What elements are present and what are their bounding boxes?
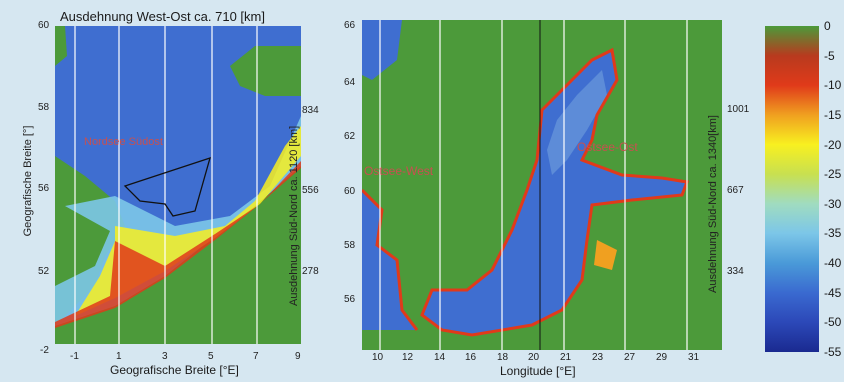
right-ytick: 56	[344, 294, 356, 305]
left-region-label: Nordsee Südost	[84, 136, 163, 148]
right-region-west: Ostsee-West	[364, 164, 434, 178]
colorbar-tick: -35	[824, 226, 842, 241]
right-xtick: 23	[592, 352, 604, 363]
left-map	[55, 26, 301, 344]
left-ytick: 52	[38, 266, 50, 277]
right-ytick: 58	[344, 240, 356, 251]
right-ytick: 62	[344, 131, 356, 142]
left-xtick: 5	[208, 351, 214, 362]
right-xtick: 16	[465, 352, 477, 363]
left-right-label: Ausdehnung Süd-Nord ca. 1120 [km]	[288, 125, 300, 306]
left-map-title: Ausdehnung West-Ost ca. 710 [km]	[60, 9, 265, 24]
colorbar-tick: -55	[824, 345, 842, 359]
right-xtick: 21	[560, 352, 572, 363]
colorbar-tick: -40	[824, 256, 842, 271]
right-xtick: 12	[402, 352, 414, 363]
colorbar-ticks: 0 -5 -10 -15 -20 -25 -30 -35 -40 -45 -50 -55	[824, 18, 844, 359]
right-xtick: 27	[624, 352, 636, 363]
right-region-east: Ostsee-Ost	[577, 140, 638, 154]
right-ytick: 60	[344, 186, 356, 197]
colorbar-tick: -45	[824, 285, 842, 300]
left-right-tick: 834	[302, 105, 319, 116]
right-xtick: 31	[688, 352, 700, 363]
left-ytick: 58	[38, 102, 50, 113]
colorbar-tick: -5	[824, 48, 835, 63]
left-xtick: 7	[253, 351, 259, 362]
colorbar-tick: -50	[824, 315, 842, 330]
colorbar-tick: -30	[824, 196, 842, 211]
left-right-tick: 556	[302, 185, 319, 196]
right-ytick: 66	[344, 20, 356, 31]
right-right-label: Ausdehnung Süd-Nord ca. 1340[km]	[707, 115, 719, 293]
right-xlabel: Longitude [°E]	[500, 364, 576, 378]
right-map	[362, 20, 722, 350]
right-xtick: 18	[497, 352, 509, 363]
colorbar-tick: -25	[824, 167, 842, 182]
right-right-tick: 334	[727, 266, 744, 277]
left-xtick: 9	[295, 351, 301, 362]
right-xtick: 29	[656, 352, 668, 363]
left-right-tick: 278	[302, 266, 319, 277]
left-xtick: 3	[162, 351, 168, 362]
left-ytick: 60	[38, 20, 50, 31]
colorbar	[765, 26, 819, 352]
colorbar-tick: -20	[824, 137, 842, 152]
right-right-tick: 1001	[727, 104, 750, 115]
left-xtick: 1	[116, 351, 122, 362]
right-right-tick: 667	[727, 185, 744, 196]
left-xlabel: Geografische Breite [°E]	[110, 363, 239, 377]
colorbar-tick: -15	[824, 107, 842, 122]
right-xtick: 20	[528, 352, 540, 363]
right-ytick: 64	[344, 77, 356, 88]
left-xtick: -1	[70, 351, 79, 362]
colorbar-tick: -10	[824, 78, 842, 93]
colorbar-tick: 0	[824, 19, 831, 33]
left-ytick: -2	[40, 345, 49, 356]
left-ylabel: Geografische Breite [°]	[22, 125, 34, 237]
right-xtick: 10	[372, 352, 384, 363]
right-xtick: 14	[434, 352, 446, 363]
left-ytick: 56	[38, 183, 50, 194]
